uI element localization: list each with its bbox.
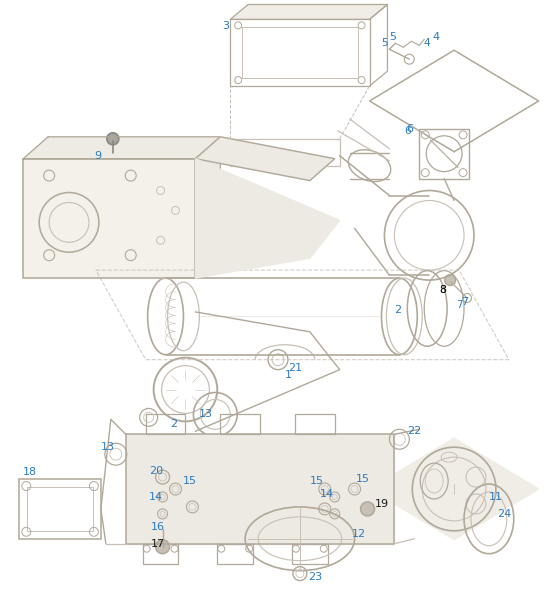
Polygon shape [195, 159, 340, 278]
Text: 2: 2 [170, 419, 178, 430]
Text: 24: 24 [497, 509, 511, 519]
Text: 14: 14 [148, 492, 163, 502]
Text: 5: 5 [382, 38, 388, 48]
Polygon shape [230, 5, 387, 19]
Text: 21: 21 [288, 363, 302, 373]
Polygon shape [370, 438, 538, 540]
Text: 5: 5 [389, 32, 397, 42]
Text: 7: 7 [461, 297, 468, 307]
Text: 3: 3 [222, 21, 229, 31]
Text: 13: 13 [101, 442, 115, 452]
Polygon shape [23, 159, 195, 278]
Text: 17: 17 [151, 539, 165, 549]
Bar [142, 544, 179, 563]
Text: 15: 15 [310, 476, 324, 486]
Text: 18: 18 [23, 467, 37, 477]
Polygon shape [195, 137, 335, 181]
Text: 11: 11 [489, 492, 503, 502]
Text: 12: 12 [351, 529, 366, 539]
Text: 16: 16 [151, 522, 164, 532]
Bar [230, 139, 340, 166]
Bar [28, 487, 93, 531]
Text: 8: 8 [439, 285, 446, 295]
Circle shape [107, 133, 119, 145]
Bar [19, 479, 101, 539]
Text: 9: 9 [94, 150, 101, 160]
Bar [146, 414, 185, 434]
Text: 15: 15 [356, 474, 370, 484]
Polygon shape [23, 137, 221, 159]
Polygon shape [195, 137, 221, 278]
Text: 4: 4 [432, 32, 439, 42]
Bar [295, 414, 335, 434]
Text: 6: 6 [406, 124, 414, 134]
Text: 4: 4 [424, 38, 430, 48]
Bar [221, 414, 260, 434]
Text: 20: 20 [148, 466, 163, 476]
Text: 6: 6 [404, 126, 411, 136]
Text: 2: 2 [394, 305, 402, 315]
Bar [419, 129, 469, 179]
Text: 13: 13 [199, 409, 212, 419]
Bar [217, 544, 253, 563]
Circle shape [444, 274, 455, 286]
Text: 15: 15 [183, 476, 196, 486]
Text: 19: 19 [375, 499, 389, 509]
Text: 22: 22 [408, 427, 422, 437]
Text: 7: 7 [456, 300, 463, 310]
Text: 14: 14 [320, 489, 334, 499]
Text: 8: 8 [439, 285, 446, 295]
Polygon shape [126, 434, 394, 544]
Text: 23: 23 [308, 572, 322, 582]
Circle shape [156, 540, 169, 553]
Circle shape [361, 502, 375, 516]
Text: 1: 1 [285, 369, 292, 379]
Bar [292, 544, 328, 563]
